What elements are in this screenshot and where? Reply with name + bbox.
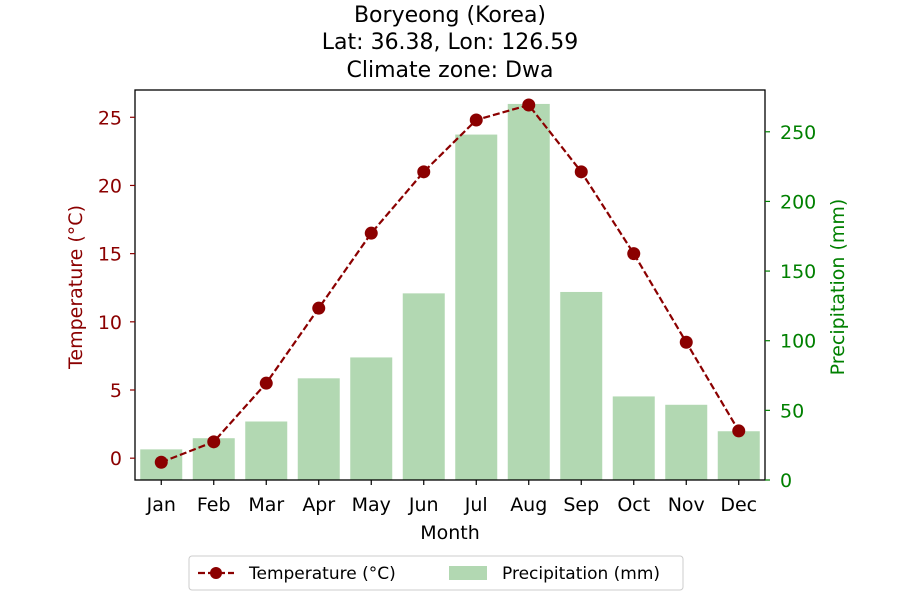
temperature-point-jan — [154, 455, 168, 469]
precipitation-bar-dec — [717, 431, 760, 480]
x-tick-label: Aug — [510, 494, 547, 516]
precipitation-bar-oct — [612, 396, 655, 480]
y-right-tick-label: 150 — [780, 261, 816, 283]
title-line-3: Climate zone: Dwa — [347, 58, 554, 83]
y-right-tick-label: 0 — [780, 470, 792, 492]
x-tick-label: Apr — [302, 494, 335, 516]
x-tick-label: May — [352, 494, 391, 516]
temperature-point-aug — [522, 98, 536, 112]
temperature-point-jul — [469, 113, 483, 127]
x-tick-label: Jul — [464, 494, 488, 516]
precipitation-bar-jun — [402, 293, 445, 480]
chart-title: Boryeong (Korea) Lat: 36.38, Lon: 126.59… — [322, 3, 578, 83]
x-tick-label: Nov — [668, 494, 705, 516]
y-left-tick-label: 20 — [98, 175, 122, 197]
legend-temperature-marker-icon — [210, 567, 222, 579]
x-tick-label: Oct — [617, 494, 650, 516]
y-left-tick-label: 10 — [98, 312, 122, 334]
y-left-tick-label: 25 — [98, 107, 122, 129]
y-right-tick-label: 50 — [780, 400, 804, 422]
temperature-point-sep — [574, 165, 588, 179]
temperature-point-nov — [679, 335, 693, 349]
y-axis-left-label: Temperature (°C) — [65, 205, 87, 370]
x-tick-label: Dec — [720, 494, 757, 516]
temperature-point-dec — [732, 424, 746, 438]
legend-precipitation-label: Precipitation (mm) — [502, 564, 660, 584]
temperature-point-apr — [312, 301, 326, 315]
x-tick-label: Jan — [146, 494, 176, 516]
title-line-1: Boryeong (Korea) — [354, 3, 546, 28]
precipitation-bar-mar — [245, 421, 288, 480]
legend-box — [188, 555, 684, 591]
precipitation-bar-may — [350, 357, 393, 480]
temperature-point-may — [364, 226, 378, 240]
y-left-tick-label: 0 — [110, 448, 122, 470]
x-axis-label: Month — [420, 522, 480, 544]
temperature-point-oct — [627, 247, 641, 261]
precipitation-bar-apr — [297, 378, 340, 480]
y-right-tick-label: 200 — [780, 191, 816, 213]
legend-temperature-label: Temperature (°C) — [248, 564, 396, 584]
plot-frame — [134, 89, 766, 481]
y-right-tick-label: 100 — [780, 331, 816, 353]
x-tick-label: Sep — [563, 494, 599, 516]
temperature-point-feb — [207, 435, 221, 449]
title-line-2: Lat: 36.38, Lon: 126.59 — [322, 30, 578, 55]
y-left-tick-label: 5 — [110, 380, 122, 402]
precipitation-bar-jul — [455, 134, 498, 481]
precipitation-bars — [140, 103, 760, 481]
legend: Temperature (°C) Precipitation (mm) — [188, 555, 684, 591]
temperature-point-jun — [417, 165, 431, 179]
precipitation-bar-aug — [507, 103, 550, 480]
temperature-series-line — [160, 103, 740, 464]
y-left-tick-label: 15 — [98, 244, 122, 266]
precipitation-bar-nov — [665, 404, 708, 480]
precipitation-bar-sep — [560, 291, 603, 480]
temperature-line — [154, 98, 746, 469]
x-tick-label: Jun — [408, 494, 439, 516]
x-tick-label: Feb — [197, 494, 231, 516]
y-right-tick-label: 250 — [780, 122, 816, 144]
y-axis-right-label: Precipitation (mm) — [827, 199, 849, 376]
x-tick-label: Mar — [248, 494, 284, 516]
legend-precipitation-swatch-icon — [449, 566, 487, 580]
temperature-point-mar — [259, 376, 273, 390]
